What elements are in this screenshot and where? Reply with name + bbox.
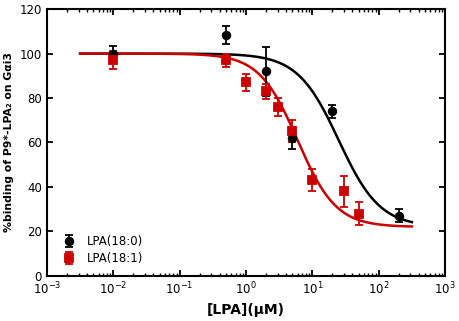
Y-axis label: %binding of P9*-LPA₂ on Gαi3: %binding of P9*-LPA₂ on Gαi3 [4,53,14,232]
Legend: LPA(18:0), LPA(18:1): LPA(18:0), LPA(18:1) [53,230,148,270]
X-axis label: [LPA](μM): [LPA](μM) [207,303,285,317]
